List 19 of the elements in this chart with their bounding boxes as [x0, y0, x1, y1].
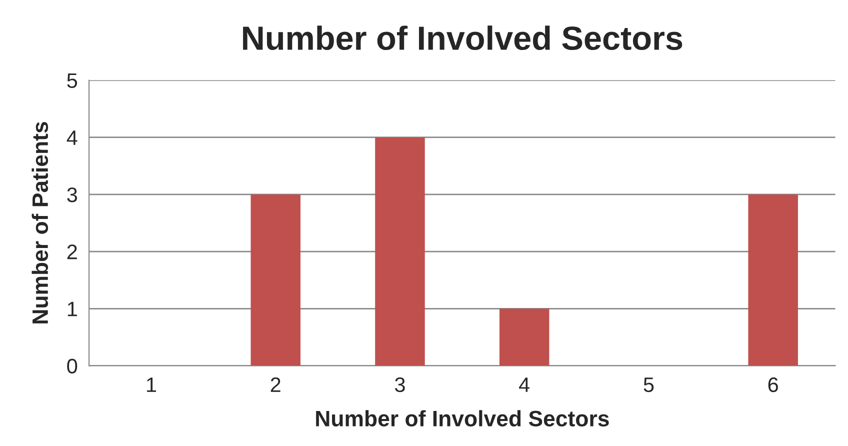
x-tick-label: 4 — [519, 378, 530, 392]
x-tick-label: 3 — [394, 377, 405, 392]
bar — [375, 137, 425, 366]
y-tick-label: 4 — [66, 130, 78, 145]
bar — [250, 194, 300, 366]
y-tick-label: 3 — [67, 187, 78, 202]
x-axis-title: Number of Involved Sectors — [316, 410, 609, 426]
chart-title: Number of Involved Sectors — [243, 26, 682, 50]
y-tick-label: 5 — [67, 73, 78, 88]
y-tick-label: 0 — [67, 358, 78, 374]
bar — [499, 308, 550, 366]
y-tick-label: 1 — [68, 302, 77, 316]
x-tick-label: 6 — [768, 377, 778, 392]
y-axis-title: Number of Patients — [32, 122, 48, 324]
x-tick-label: 5 — [644, 378, 654, 392]
y-tick-label: 2 — [67, 244, 77, 260]
x-tick-label: 2 — [270, 377, 280, 392]
bar — [748, 194, 798, 366]
x-tick-label: 1 — [147, 378, 156, 392]
